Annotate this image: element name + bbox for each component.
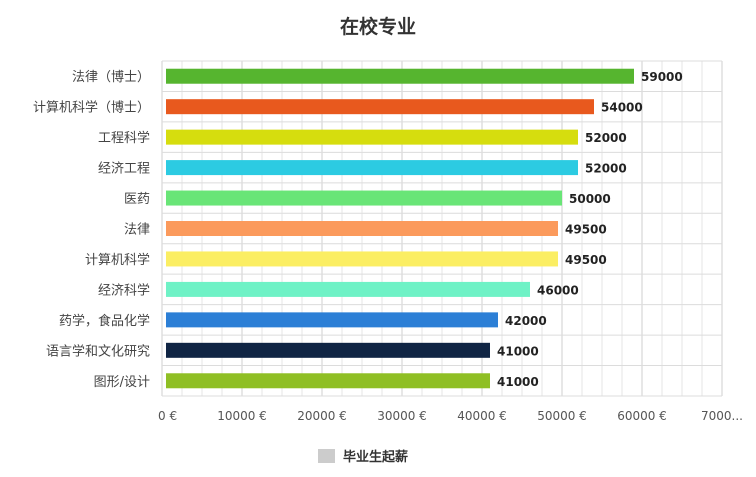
category-label: 经济工程 xyxy=(98,162,150,177)
value-label: 54000 xyxy=(601,101,643,115)
x-tick-label: 7000... xyxy=(701,409,743,423)
legend[interactable]: 毕业生起薪 xyxy=(318,449,408,465)
category-label: 法律（博士） xyxy=(72,70,150,85)
value-label: 41000 xyxy=(497,344,539,358)
bar[interactable] xyxy=(166,281,530,297)
bar[interactable] xyxy=(166,68,634,84)
value-label: 50000 xyxy=(569,192,611,206)
x-tick-label: 50000 € xyxy=(537,409,587,423)
x-tick-label: 20000 € xyxy=(297,409,347,423)
value-label: 52000 xyxy=(585,162,627,176)
value-label: 42000 xyxy=(505,314,547,328)
category-label: 语言学和文化研究 xyxy=(46,343,150,359)
labels-layer: 法律（博士） 59000 计算机科学（博士） 54000 工程科学 52000 经济工程 52… xyxy=(33,70,683,390)
bars-layer xyxy=(166,68,634,389)
bar[interactable] xyxy=(166,312,498,328)
bar[interactable] xyxy=(166,190,562,206)
legend-swatch xyxy=(318,449,335,463)
value-label: 59000 xyxy=(641,70,683,84)
bar[interactable] xyxy=(166,160,578,176)
bar[interactable] xyxy=(166,342,490,358)
category-label: 工程科学 xyxy=(98,130,150,146)
value-label: 52000 xyxy=(585,131,627,145)
value-label: 49500 xyxy=(565,253,607,267)
x-tick-label: 10000 € xyxy=(217,409,267,423)
category-label: 计算机科学（博士） xyxy=(33,100,150,116)
category-label: 法律 xyxy=(124,223,150,238)
bar[interactable] xyxy=(166,373,490,389)
category-label: 计算机科学 xyxy=(85,252,150,268)
x-tick-label: 60000 € xyxy=(617,409,667,423)
x-axis-ticks: 0 € 10000 € 20000 € 30000 € 40000 € 50000 € 60… xyxy=(158,409,743,423)
value-label: 41000 xyxy=(497,375,539,389)
bar[interactable] xyxy=(166,129,578,145)
chart-title: 在校专业 xyxy=(340,15,416,38)
category-label: 药学，食品化学 xyxy=(59,313,150,329)
bar[interactable] xyxy=(166,251,558,267)
bar[interactable] xyxy=(166,221,558,236)
x-tick-label: 30000 € xyxy=(377,409,427,423)
x-tick-label: 40000 € xyxy=(457,409,507,423)
bar[interactable] xyxy=(166,99,594,115)
category-label: 图形/设计 xyxy=(94,375,150,390)
x-tick-label: 0 € xyxy=(158,409,177,423)
value-label: 46000 xyxy=(537,283,579,297)
value-label: 49500 xyxy=(565,223,607,237)
category-label: 经济科学 xyxy=(98,282,150,298)
category-label: 医药 xyxy=(124,192,150,207)
legend-label: 毕业生起薪 xyxy=(343,449,408,465)
